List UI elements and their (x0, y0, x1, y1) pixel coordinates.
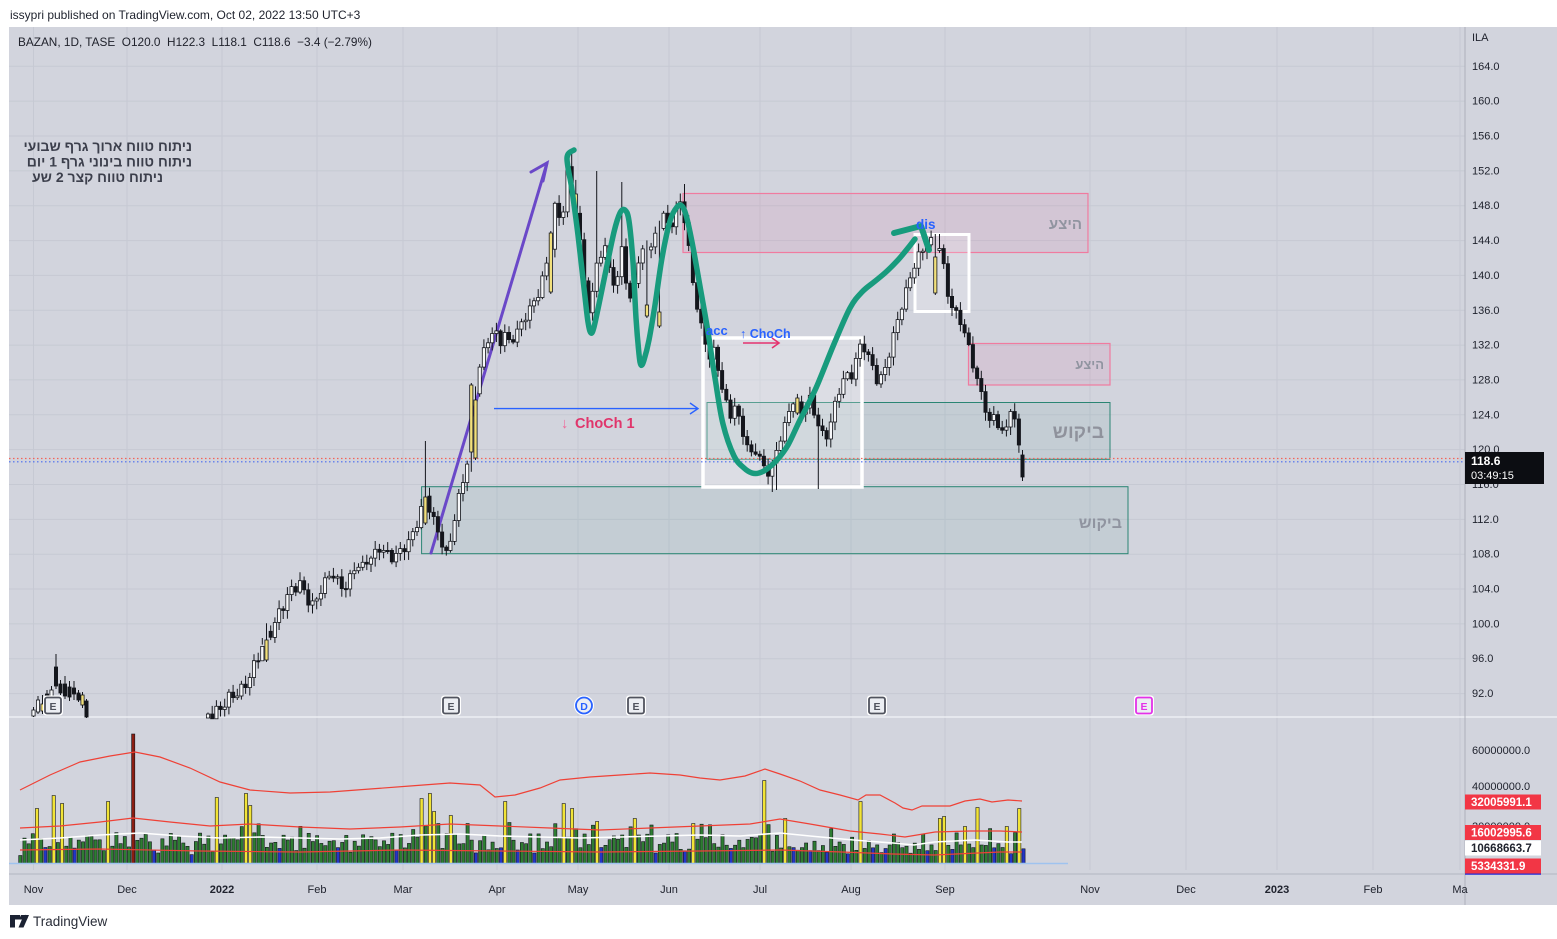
svg-text:156.0: 156.0 (1472, 131, 1500, 143)
svg-text:112.0: 112.0 (1472, 514, 1499, 526)
svg-text:Jun: Jun (660, 884, 678, 896)
svg-text:104.0: 104.0 (1472, 584, 1500, 596)
svg-text:ניתוח טווח קצר 2 שע: ניתוח טווח קצר 2 שע (32, 169, 163, 185)
svg-text:Ma: Ma (1452, 884, 1468, 896)
svg-text:ניתוח טווח בינוני גרף 1 יום: ניתוח טווח בינוני גרף 1 יום (27, 154, 192, 170)
svg-text:160.0: 160.0 (1472, 96, 1500, 108)
svg-text:2022: 2022 (210, 884, 234, 896)
svg-text:32005991.1: 32005991.1 (1471, 797, 1532, 809)
svg-text:May: May (568, 884, 589, 896)
svg-text:Sep: Sep (935, 884, 955, 896)
svg-text:40000000.0: 40000000.0 (1472, 781, 1530, 793)
svg-text:היצע: היצע (1075, 357, 1104, 372)
svg-text:E: E (447, 701, 454, 713)
svg-text:96.0: 96.0 (1472, 653, 1493, 665)
svg-text:ניתוח טווח ארוך גרף שבועי: ניתוח טווח ארוך גרף שבועי (23, 138, 192, 154)
svg-text:16002995.6: 16002995.6 (1471, 828, 1532, 840)
svg-text:Dec: Dec (117, 884, 137, 896)
svg-text:↓: ↓ (561, 416, 568, 432)
svg-text:132.0: 132.0 (1472, 340, 1500, 352)
svg-text:Dec: Dec (1176, 884, 1196, 896)
svg-text:Nov: Nov (1080, 884, 1100, 896)
svg-text:144.0: 144.0 (1472, 235, 1500, 247)
svg-text:Feb: Feb (308, 884, 327, 896)
svg-text:E: E (873, 701, 880, 713)
svg-text:108.0: 108.0 (1472, 549, 1500, 561)
svg-text:148.0: 148.0 (1472, 200, 1500, 212)
svg-text:118.6: 118.6 (1471, 454, 1501, 468)
svg-text:E: E (632, 701, 639, 713)
svg-text:↑ ChoCh: ↑ ChoCh (740, 327, 791, 341)
svg-text:BAZAN, 1D, TASE O120.0 H122.: BAZAN, 1D, TASE O120.0 H122.3 L118.1 C11… (18, 35, 372, 49)
svg-text:D: D (580, 701, 588, 713)
svg-text:03:49:15: 03:49:15 (1471, 470, 1514, 482)
svg-text:Jul: Jul (753, 884, 767, 896)
svg-text:E: E (1140, 701, 1147, 713)
svg-text:ChoCh 1: ChoCh 1 (575, 416, 635, 432)
svg-text:100.0: 100.0 (1472, 618, 1500, 630)
svg-text:152.0: 152.0 (1472, 165, 1500, 177)
svg-text:TradingView: TradingView (33, 914, 108, 929)
svg-text:124.0: 124.0 (1472, 409, 1500, 421)
svg-text:ILA: ILA (1472, 32, 1489, 44)
svg-text:2023: 2023 (1265, 884, 1289, 896)
svg-text:Apr: Apr (488, 884, 505, 896)
svg-text:164.0: 164.0 (1472, 61, 1500, 73)
svg-text:dis: dis (916, 217, 936, 232)
svg-text:128.0: 128.0 (1472, 374, 1500, 386)
svg-text:136.0: 136.0 (1472, 305, 1500, 317)
svg-text:E: E (49, 701, 56, 713)
svg-text:Nov: Nov (24, 884, 44, 896)
svg-text:acc: acc (706, 323, 728, 338)
svg-text:60000000.0: 60000000.0 (1472, 745, 1530, 757)
svg-text:Mar: Mar (394, 884, 413, 896)
svg-text:140.0: 140.0 (1472, 270, 1500, 282)
svg-text:Feb: Feb (1364, 884, 1383, 896)
svg-text:Aug: Aug (841, 884, 861, 896)
svg-text:10668663.7: 10668663.7 (1471, 843, 1532, 855)
svg-text:5334331.9: 5334331.9 (1471, 861, 1525, 873)
svg-text:issypri published on TradingVi: issypri published on TradingView.com, Oc… (10, 8, 361, 22)
svg-text:היצע: היצע (1049, 216, 1082, 233)
svg-text:92.0: 92.0 (1472, 688, 1493, 700)
svg-text:ביקוש: ביקוש (1079, 515, 1122, 532)
svg-text:ביקוש: ביקוש (1053, 422, 1104, 443)
